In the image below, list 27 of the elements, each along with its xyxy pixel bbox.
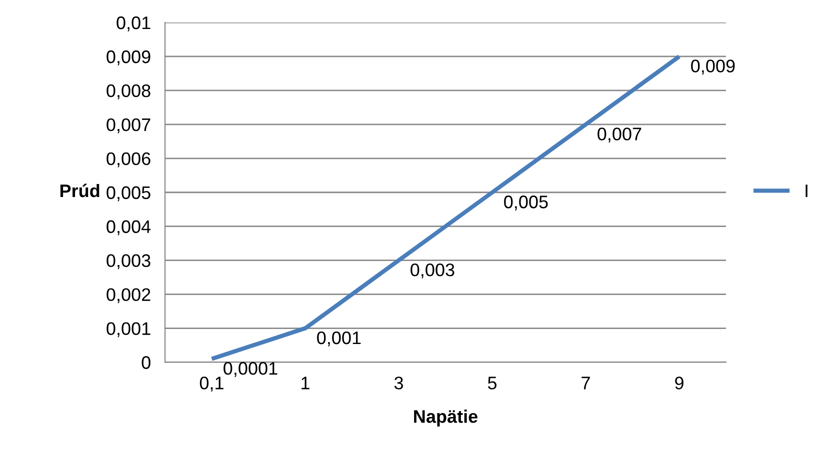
legend-label: I: [806, 184, 808, 198]
y-tick-label: 0,007: [106, 118, 150, 134]
x-tick-label: 9: [675, 376, 684, 390]
y-tick-label: 0,002: [106, 288, 150, 304]
y-tick-label: 0,01: [116, 16, 150, 32]
y-tick-label: 0,003: [106, 254, 150, 270]
data-label: 0,005: [504, 196, 548, 210]
x-tick-label: 3: [394, 376, 403, 390]
y-tick-label: 0,008: [106, 84, 150, 100]
x-tick-label: 0,1: [200, 376, 224, 392]
data-label: 0,0001: [224, 362, 278, 377]
data-label: 0,003: [410, 263, 454, 278]
x-tick-label: 1: [302, 376, 310, 390]
y-tick-label: 0,001: [106, 322, 150, 338]
y-tick-label: 0: [142, 356, 150, 369]
y-tick-label: 0,009: [106, 50, 150, 66]
y-axis-title: Prúd: [60, 184, 100, 198]
x-tick-label: 5: [488, 376, 497, 390]
x-tick-label: 7: [582, 376, 590, 390]
y-tick-label: 0,004: [106, 220, 151, 236]
data-label: 0,007: [598, 128, 642, 143]
x-axis-title: Napätie: [414, 410, 478, 426]
data-label: 0,009: [691, 60, 735, 75]
y-tick-label: 0,006: [106, 152, 150, 168]
data-label: 0,001: [317, 331, 361, 346]
line-series: [210, 54, 682, 361]
y-tick-label: 0,005: [106, 186, 150, 202]
